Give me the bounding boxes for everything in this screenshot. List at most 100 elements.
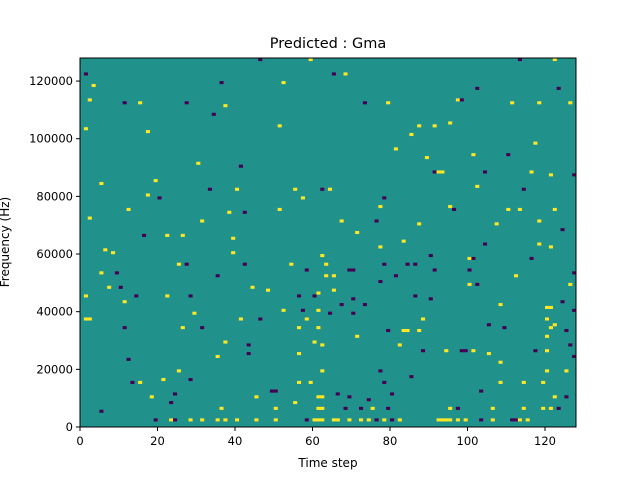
heatmap-cell xyxy=(173,392,178,396)
heatmap-cell xyxy=(486,352,491,356)
heatmap-cell xyxy=(107,285,112,289)
heatmap-cell xyxy=(463,418,468,422)
heatmap-cell xyxy=(304,418,309,422)
heatmap-cell xyxy=(126,207,131,211)
heatmap-cell xyxy=(537,219,542,223)
heatmap-cell xyxy=(382,418,387,422)
heatmap-cell xyxy=(300,308,305,312)
heatmap-cell xyxy=(339,219,344,223)
heatmap-cell xyxy=(459,349,464,353)
heatmap-cell xyxy=(173,418,178,422)
heatmap-cell xyxy=(417,124,422,128)
heatmap-cell xyxy=(533,349,538,353)
heatmap-cell xyxy=(436,418,441,422)
heatmap-cell xyxy=(362,101,367,105)
heatmap-cell xyxy=(560,228,565,232)
x-tick-label: 120 xyxy=(534,434,556,448)
heatmap-cell xyxy=(545,334,550,338)
heatmap-cell xyxy=(134,294,139,298)
heatmap-cell xyxy=(424,156,429,160)
heatmap-cell xyxy=(498,360,503,364)
heatmap-cell xyxy=(483,170,488,174)
heatmap-cell xyxy=(273,406,278,410)
heatmap-cell xyxy=(254,395,259,399)
heatmap-cell xyxy=(320,418,325,422)
heatmap-cell xyxy=(320,395,325,399)
heatmap-cell xyxy=(351,311,356,315)
heatmap-cell xyxy=(99,409,104,413)
heatmap-cell xyxy=(235,187,240,191)
heatmap-cell xyxy=(176,262,181,266)
y-tick-label: 20000 xyxy=(36,362,73,376)
heatmap-cell xyxy=(568,101,573,105)
heatmap-cell xyxy=(347,268,352,272)
heatmap-cell xyxy=(401,239,406,243)
heatmap-cell xyxy=(324,274,329,278)
heatmap-cell xyxy=(83,72,88,76)
heatmap-cell xyxy=(405,328,410,333)
heatmap-cell xyxy=(304,268,309,272)
heatmap-cell xyxy=(324,262,329,266)
heatmap-cell xyxy=(529,170,534,174)
heatmap-cell xyxy=(455,418,460,422)
heatmap-cell xyxy=(370,406,375,410)
heatmap-cell xyxy=(161,377,166,382)
heatmap-cell xyxy=(99,181,104,186)
heatmap-cell xyxy=(122,300,127,304)
heatmap-cell xyxy=(87,216,92,220)
heatmap-cell xyxy=(440,418,445,422)
heatmap-cell xyxy=(548,326,553,330)
heatmap-cell xyxy=(169,418,174,422)
heatmap-cell xyxy=(328,187,333,191)
heatmap-cell xyxy=(258,317,263,321)
heatmap-cell xyxy=(347,418,352,422)
heatmap-cell xyxy=(138,380,143,384)
x-tick-label: 0 xyxy=(76,434,83,448)
heatmap-cell xyxy=(541,380,546,384)
heatmap-cell xyxy=(331,418,336,422)
heatmap-cell xyxy=(386,328,391,333)
heatmap-cell xyxy=(479,418,484,422)
heatmap-cell xyxy=(572,271,577,275)
heatmap-cell xyxy=(471,256,476,260)
heatmap-cell xyxy=(281,308,286,312)
y-tick-label: 60000 xyxy=(36,247,73,261)
heatmap-cell xyxy=(219,406,224,410)
heatmap-cell xyxy=(246,343,251,347)
heatmap-cell xyxy=(320,369,325,373)
heatmap-cell xyxy=(510,101,515,105)
heatmap-cell xyxy=(548,305,553,309)
heatmap-cell xyxy=(83,127,88,131)
heatmap-cell xyxy=(312,418,317,422)
heatmap-cell xyxy=(227,210,232,214)
heatmap-cell xyxy=(386,406,391,410)
heatmap-cell xyxy=(231,236,236,240)
heatmap-cell xyxy=(87,317,92,321)
heatmap-cell xyxy=(343,406,348,410)
heatmap-cell xyxy=(467,282,472,286)
heatmap-cell xyxy=(335,392,340,396)
heatmap-cell xyxy=(378,205,383,209)
heatmap-cell xyxy=(467,268,472,272)
heatmap-cell xyxy=(525,418,530,422)
heatmap-cell xyxy=(87,98,92,102)
heatmap-cell xyxy=(560,300,565,304)
heatmap-cell xyxy=(374,219,379,223)
heatmap-cell xyxy=(514,418,519,422)
y-tick-label: 80000 xyxy=(36,189,73,203)
heatmap-cell xyxy=(564,369,569,373)
heatmap-cell xyxy=(316,395,321,399)
heatmap-cell xyxy=(320,343,325,347)
heatmap-cell xyxy=(572,308,577,312)
heatmap-cell xyxy=(556,86,561,90)
heatmap-cell xyxy=(266,288,271,292)
heatmap-cell xyxy=(421,317,426,321)
x-tick-label: 40 xyxy=(228,434,243,448)
heatmap-cell xyxy=(475,184,480,188)
heatmap-cell xyxy=(374,418,379,422)
heatmap-cell xyxy=(467,256,472,260)
heatmap-cell xyxy=(545,369,550,373)
heatmap-cell xyxy=(366,418,371,422)
